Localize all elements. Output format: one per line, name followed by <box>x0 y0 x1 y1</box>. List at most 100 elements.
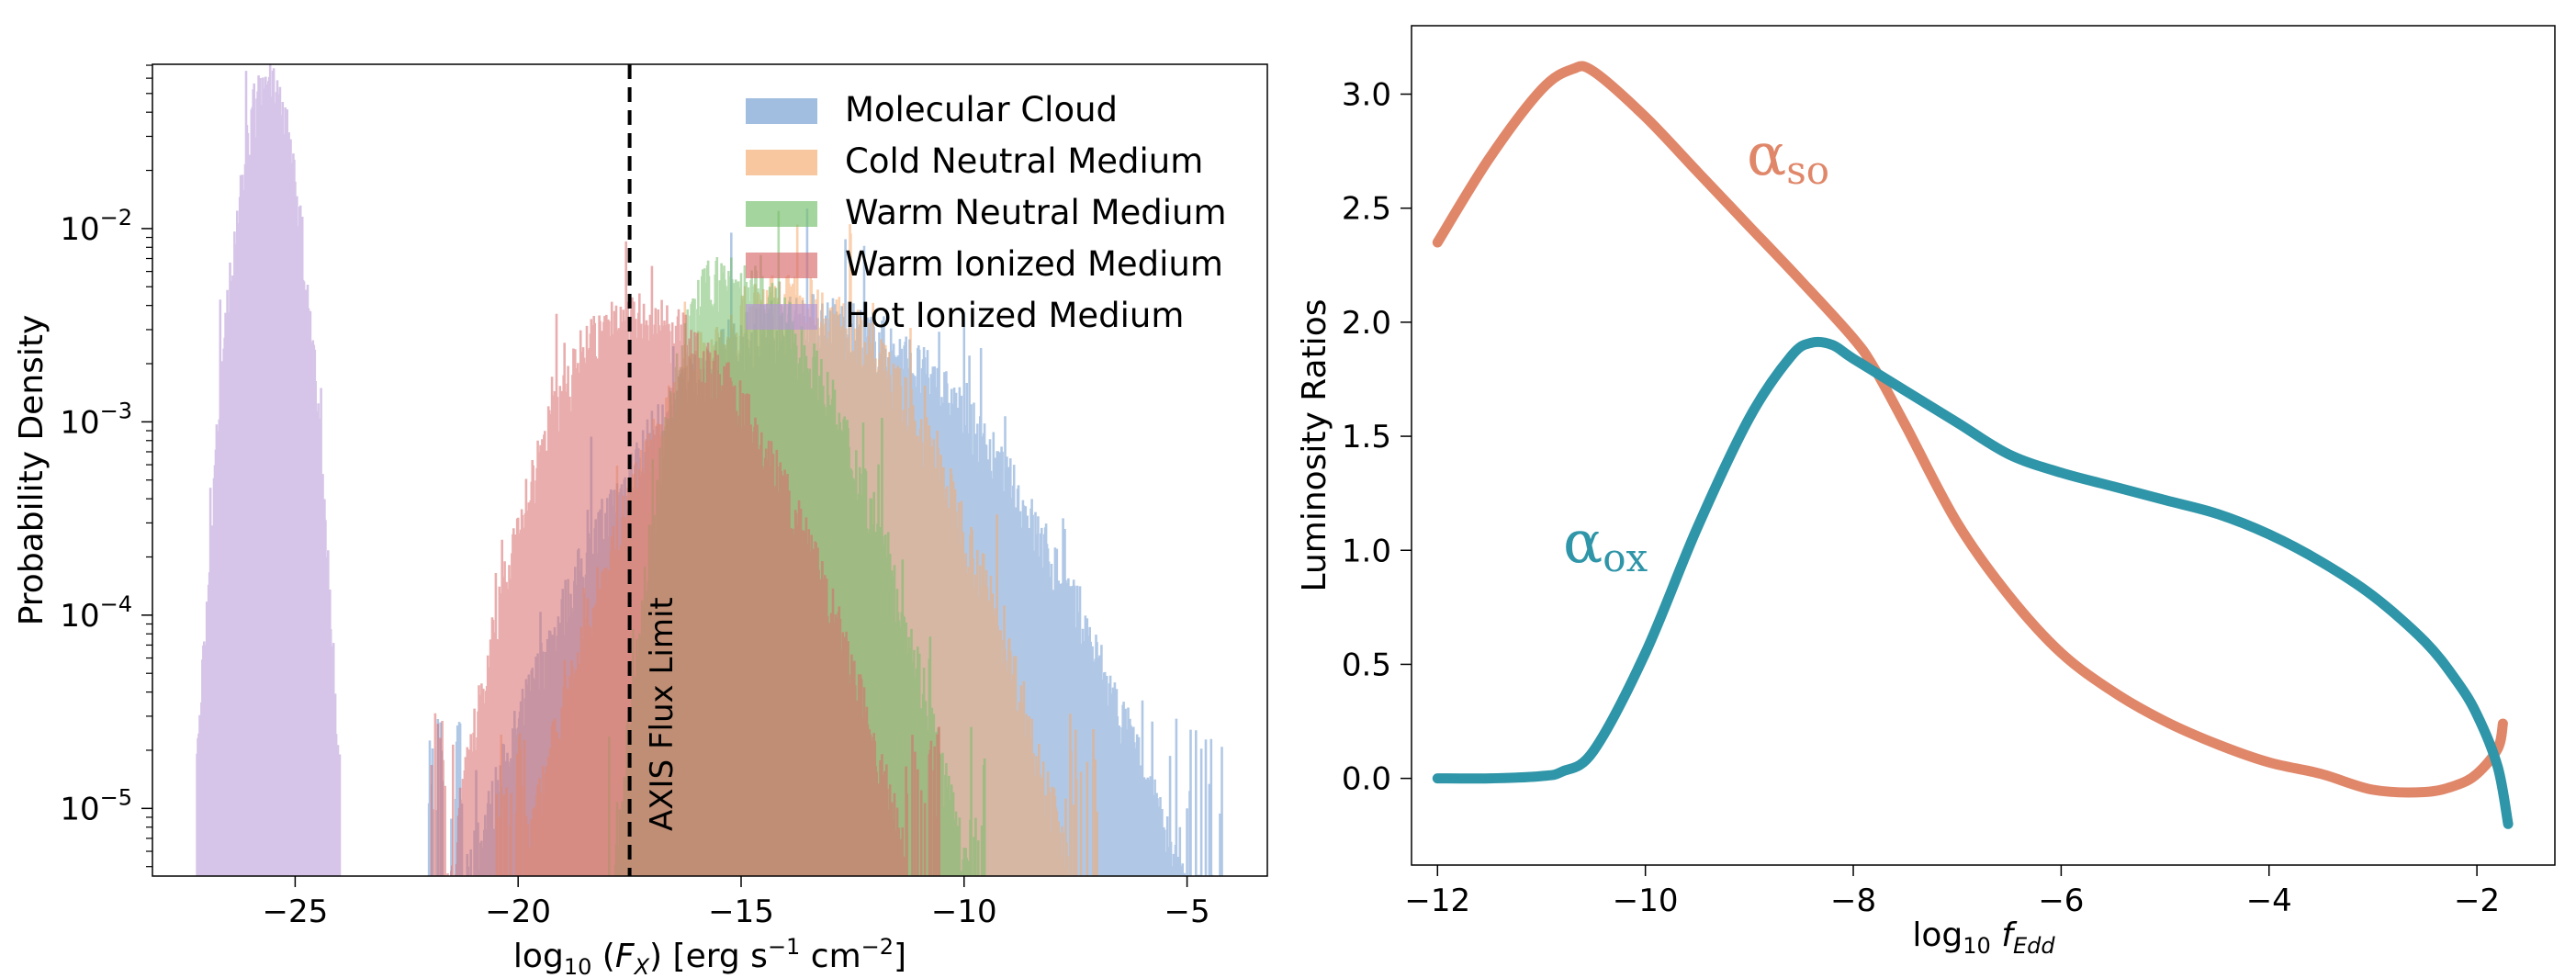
alpha-ox-point <box>1828 341 1837 350</box>
alpha-ox-point <box>1433 774 1442 783</box>
y-tick-label: 10−2 <box>60 205 132 248</box>
alpha-ox-point <box>2265 530 2274 539</box>
alpha-ox-point <box>1589 747 1598 756</box>
luminosity-x-ticks: −12 −10 −8 −6 −4 −2 <box>1404 865 2500 919</box>
alpha-ox-point <box>1558 767 1567 776</box>
luminosity-y-axis-label: Luminosity Ratios <box>1296 299 1333 592</box>
alpha-so-point <box>1745 222 1754 231</box>
legend-label: Molecular Cloud <box>845 90 1118 129</box>
alpha-so-point <box>2265 758 2274 767</box>
x-tick-label: −20 <box>485 894 551 930</box>
luminosity-series-lines <box>1432 61 2514 829</box>
luminosity-y-ticks: 0.0 0.5 1.0 1.5 2.0 2.5 3.0 <box>1342 77 1412 798</box>
y-tick-label: 3.0 <box>1342 77 1391 114</box>
alpha-so-point <box>2109 687 2118 696</box>
alpha-ox-point <box>1536 771 1546 781</box>
alpha-so-point <box>1568 64 1577 73</box>
alpha-ox-point <box>2368 591 2378 601</box>
y-tick-label: 2.5 <box>1342 191 1391 228</box>
alpha-so-point <box>1796 276 1805 286</box>
luminosity-axes-frame <box>1411 25 2556 866</box>
alpha-ox-point <box>2421 637 2430 646</box>
histogram-y-axis-label: Probability Density <box>13 315 51 626</box>
legend-label: Cold Neutral Medium <box>845 141 1203 181</box>
alpha-ox-point <box>2056 468 2065 478</box>
histogram-legend: Molecular Cloud Cold Neutral Medium Warm N… <box>746 90 1227 335</box>
alpha-so-point <box>1952 518 1962 527</box>
alpha-so-annotation: αso <box>1747 121 1829 193</box>
alpha-ox-annotation: αox <box>1563 509 1648 580</box>
alpha-so-point <box>1589 67 1598 76</box>
flux-limit-label: AXIS Flux Limit <box>644 597 681 831</box>
alpha-so-point <box>2316 770 2325 779</box>
y-tick-label: 0.0 <box>1342 761 1391 798</box>
legend-label: Warm Ionized Medium <box>845 244 1223 284</box>
alpha-ox-point <box>1786 352 1795 361</box>
alpha-ox-point <box>2161 496 2170 505</box>
alpha-ox-point <box>1849 354 1858 364</box>
alpha-so-point <box>1485 153 1494 163</box>
legend-label: Hot Ionized Medium <box>845 296 1184 335</box>
alpha-so-point <box>2212 739 2222 748</box>
legend-swatch <box>746 304 817 330</box>
alpha-ox-point <box>1901 386 1910 395</box>
alpha-so-point <box>2421 788 2430 797</box>
alpha-ox-point <box>2451 676 2460 685</box>
alpha-ox-point <box>2316 557 2325 567</box>
alpha-so-point <box>2056 648 2065 658</box>
alpha-ox-point <box>1485 774 1494 783</box>
x-tick-label: −5 <box>1164 894 1210 930</box>
alpha-ox-point <box>2472 710 2481 719</box>
histogram-axes-frame <box>152 63 1268 877</box>
alpha-ox-point <box>2503 819 2513 828</box>
alpha-so-point <box>1849 333 1858 343</box>
histogram-x-axis-label: log10 (FX) [erg s−1 cm−2] <box>513 934 906 978</box>
x-tick-label: −8 <box>1830 882 1876 919</box>
histogram-hot-ionized-medium <box>196 64 342 876</box>
legend-swatch <box>746 201 817 227</box>
legend-label: Warm Neutral Medium <box>845 193 1227 232</box>
luminosity-panel: −12 −10 −8 −6 −4 −2 0.0 0.5 1.0 1.5 2.0 2.5 3.0 αso… <box>1296 25 2556 959</box>
luminosity-x-axis-label: log10 fEdd <box>1912 916 2055 959</box>
alpha-ox-point <box>1693 523 1702 532</box>
x-tick-label: −15 <box>708 894 774 930</box>
y-tick-label: 1.5 <box>1342 419 1391 455</box>
histogram-bars <box>196 64 1223 876</box>
alpha-ox-point <box>2109 482 2118 491</box>
alpha-so-point <box>2368 785 2378 794</box>
alpha-ox-curve <box>1432 336 2514 829</box>
x-tick-label: −12 <box>1404 882 1470 919</box>
alpha-so-point <box>1693 167 1702 176</box>
x-tick-label: −25 <box>263 894 329 930</box>
y-tick-label: 1.0 <box>1342 533 1391 569</box>
x-tick-label: −10 <box>931 894 997 930</box>
alpha-so-point <box>1536 85 1546 95</box>
histogram-panel: AXIS Flux Limit −25 −20 −15 −10 −5 10−5 10−4 1… <box>13 63 1268 978</box>
y-tick-label: 10−5 <box>60 784 132 827</box>
y-tick-label: 2.0 <box>1342 305 1391 342</box>
alpha-ox-point <box>2005 450 2014 459</box>
alpha-so-point <box>2498 719 2507 728</box>
alpha-ox-point <box>1952 418 1962 427</box>
histogram-x-ticks: −25 −20 −15 −10 −5 <box>263 876 1210 930</box>
alpha-so-point <box>1641 112 1650 121</box>
alpha-ox-point <box>2493 762 2503 771</box>
alpha-ox-point <box>1745 413 1754 422</box>
y-tick-label: 10−3 <box>60 398 132 441</box>
alpha-so-point <box>2005 591 2014 601</box>
alpha-so-point <box>1433 238 1442 247</box>
legend-swatch <box>746 150 817 175</box>
x-tick-label: −4 <box>2246 882 2292 919</box>
x-tick-label: −10 <box>1613 882 1679 919</box>
alpha-so-point <box>2161 717 2170 726</box>
legend-swatch <box>746 98 817 124</box>
y-tick-label: 10−4 <box>60 591 132 635</box>
y-tick-label: 0.5 <box>1342 646 1391 683</box>
alpha-ox-point <box>1807 338 1817 347</box>
histogram-warm-ionized-medium <box>430 241 940 876</box>
alpha-ox-point <box>2212 510 2222 519</box>
legend-swatch <box>746 253 817 278</box>
alpha-ox-point <box>1641 648 1650 658</box>
x-tick-label: −6 <box>2038 882 2084 919</box>
